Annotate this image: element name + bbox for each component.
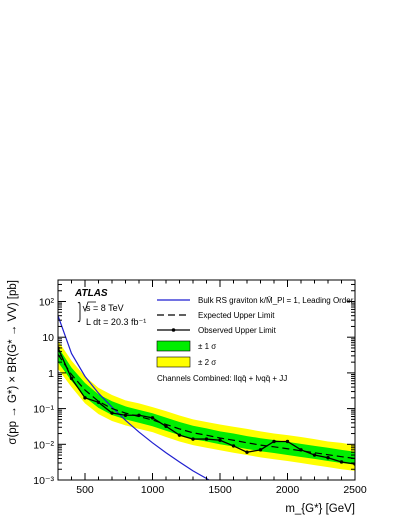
experiment-label: ATLAS [74, 288, 108, 299]
band-2sigma [58, 340, 355, 471]
observed-point [123, 413, 128, 417]
y-tick-label: 10⁻² [33, 439, 54, 451]
observed-point [285, 439, 290, 444]
observed-point [164, 424, 168, 428]
observed-point [231, 444, 236, 448]
observed-point [218, 438, 222, 442]
sqrt-icon [82, 301, 96, 313]
observed-point [326, 456, 330, 460]
observed-point [204, 437, 209, 441]
y-axis-label: σ(pp → G*) × BR(G* → VV) [pb] [7, 280, 19, 445]
lumi-label: L dt = 20.3 fb⁻¹ [86, 317, 146, 327]
y-tick-label: 10⁻¹ [33, 404, 54, 416]
observed-point [299, 448, 303, 452]
energy-label: s = 8 TeV [86, 303, 124, 313]
legend-label: Bulk RS graviton k/M̄_Pl = 1, Leading Or… [198, 296, 354, 305]
observed-point [191, 437, 195, 441]
observed-point [137, 413, 141, 417]
legend-2sigma-swatch [156, 356, 191, 368]
observed-point [177, 433, 182, 437]
integral-sign-icon [77, 301, 81, 323]
y-tick-label: 10 [42, 332, 54, 344]
legend-label: Observed Upper Limit [198, 326, 277, 335]
x-tick-label: 1000 [141, 484, 165, 496]
legend-label: ± 2 σ [198, 358, 216, 367]
band-1sigma [58, 347, 355, 465]
y-tick-label: 10⁻³ [33, 475, 54, 487]
curves-group [58, 315, 355, 480]
observed-point [272, 439, 276, 444]
y-tick-label: 1 [48, 368, 54, 380]
axes-group: 500 1000 1500 2000 2500 10⁻³ 10⁻² 10⁻¹ 1 10 10² [33, 279, 367, 496]
x-tick-label: 2000 [276, 484, 300, 496]
observed-point [258, 448, 263, 452]
observed-point [110, 411, 114, 415]
legend-observed-marker [171, 328, 176, 332]
legend-channels-label: Channels Combined: llqq̄ + lνqq̄ + JJ [157, 374, 287, 383]
legend-label: ± 1 σ [198, 342, 216, 351]
bands-group [58, 340, 355, 471]
legend-label: Expected Upper Limit [198, 311, 275, 320]
x-tick-label: 500 [76, 484, 94, 496]
observed-point [83, 396, 87, 400]
x-tick-label: 2500 [343, 484, 367, 496]
observed-point [245, 450, 249, 454]
observed-point [69, 376, 74, 381]
legend: Bulk RS graviton k/M̄_Pl = 1, Leading Or… [156, 296, 354, 383]
observed-point [339, 460, 344, 464]
observed-point [150, 416, 155, 420]
theory-line [58, 315, 211, 480]
labels-group: m_{G*} [GeV] σ(pp → G*) × BR(G* → VV) [pb… [7, 280, 355, 515]
observed-point [96, 400, 101, 405]
observed-point [312, 453, 317, 457]
x-tick-label: 1500 [208, 484, 232, 496]
legend-1sigma-swatch [156, 340, 191, 352]
x-axis-label: m_{G*} [GeV] [285, 503, 355, 515]
y-tick-label: 10² [39, 296, 55, 308]
